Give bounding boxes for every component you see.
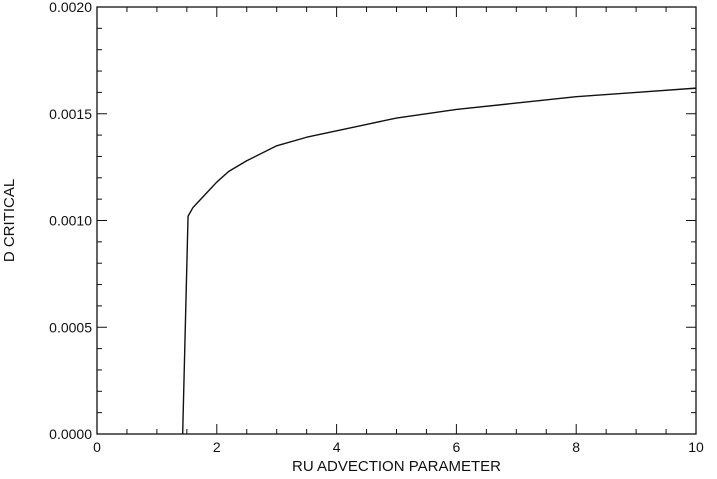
y-tick-label: 0.0015: [49, 106, 92, 122]
x-tick-label: 0: [93, 439, 101, 455]
x-tick-label: 6: [453, 439, 461, 455]
x-tick-label: 4: [333, 439, 341, 455]
series-line: [181, 87, 697, 435]
y-tick-label: 0.0000: [49, 426, 92, 442]
y-axis-title: D CRITICAL: [1, 179, 18, 262]
y-tick-label: 0.0020: [49, 0, 92, 15]
y-tick-label: 0.0010: [49, 213, 92, 229]
plot-frame: [96, 6, 697, 435]
x-tick-label: 8: [572, 439, 580, 455]
y-tick-label: 0.0005: [49, 319, 92, 335]
x-tick-label: 10: [688, 439, 704, 455]
x-axis-title: RU ADVECTION PARAMETER: [292, 458, 501, 475]
x-tick-label: 2: [213, 439, 221, 455]
